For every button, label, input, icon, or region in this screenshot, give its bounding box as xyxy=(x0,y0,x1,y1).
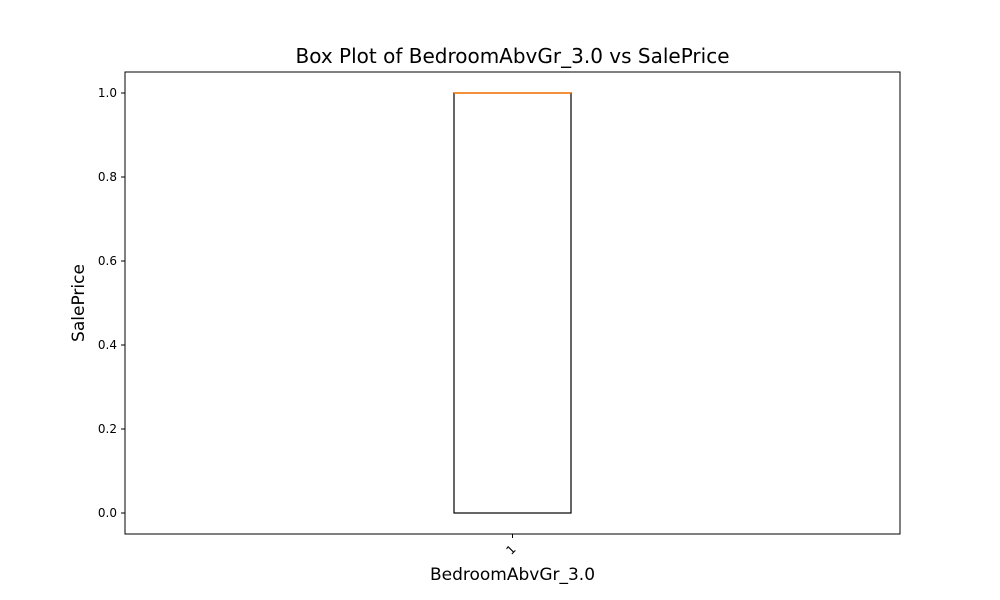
y-tick-label: 0.6 xyxy=(98,254,117,268)
y-tick-label: 0.0 xyxy=(98,506,117,520)
plot-area-frame xyxy=(124,71,901,535)
box-series xyxy=(453,92,572,514)
y-tick-label: 0.8 xyxy=(98,170,117,184)
y-axis: 0.0 0.2 0.4 0.6 0.8 1.0 xyxy=(98,86,125,520)
x-axis: 1 xyxy=(503,534,519,558)
y-tick-label: 1.0 xyxy=(98,86,117,100)
chart-title: Box Plot of BedroomAbvGr_3.0 vs SalePric… xyxy=(296,44,730,68)
x-axis-label: BedroomAbvGr_3.0 xyxy=(430,565,595,585)
y-tick-label: 0.4 xyxy=(98,338,117,352)
y-tick-label: 0.2 xyxy=(98,422,117,436)
box-body xyxy=(453,92,572,514)
y-axis-label: SalePrice xyxy=(69,264,89,342)
x-tick-label: 1 xyxy=(503,542,518,557)
